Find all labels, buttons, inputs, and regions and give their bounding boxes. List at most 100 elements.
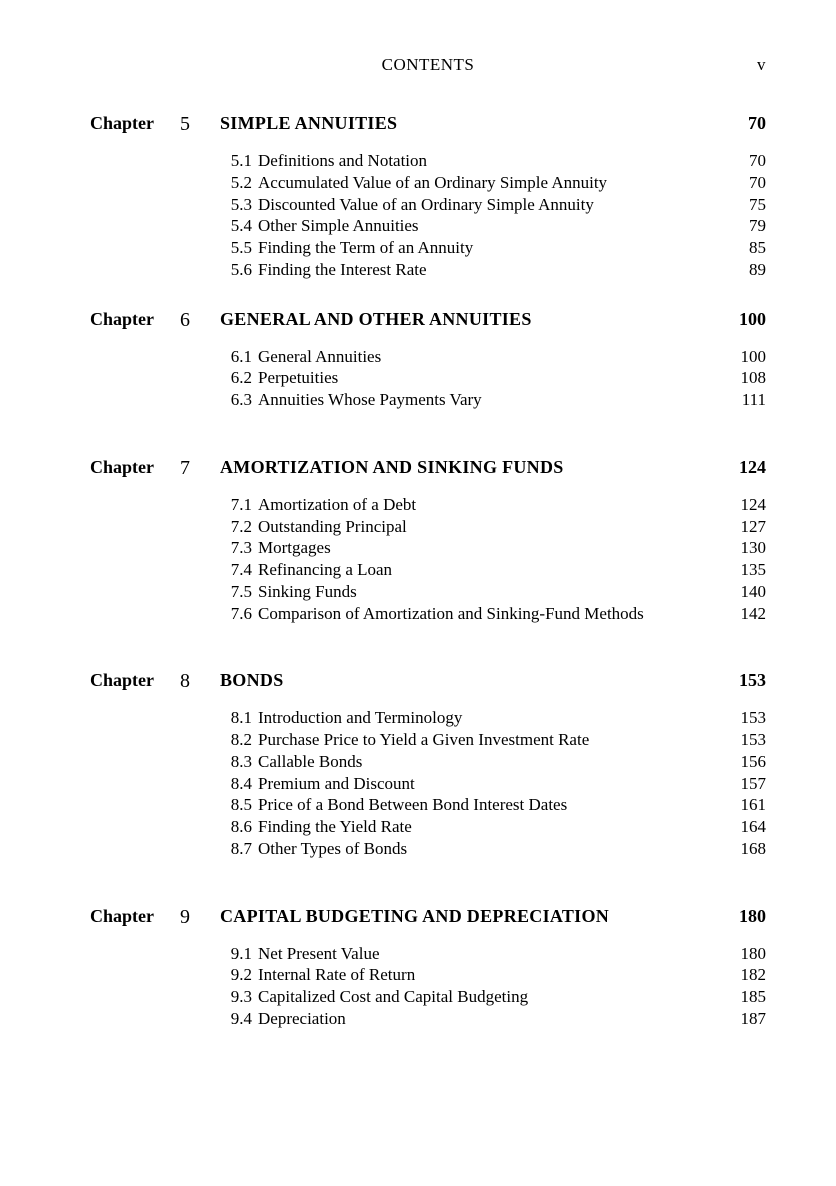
- section-title: Finding the Term of an Annuity: [258, 237, 716, 259]
- section-number: 9.3: [220, 986, 258, 1008]
- section-row: 8.1Introduction and Terminology153: [220, 707, 766, 729]
- section-page: 130: [716, 537, 766, 559]
- sections-list: 6.1General Annuities1006.2Perpetuities10…: [220, 346, 766, 411]
- chapter-page: 153: [716, 670, 766, 691]
- section-title: General Annuities: [258, 346, 716, 368]
- section-title: Callable Bonds: [258, 751, 716, 773]
- chapter-page: 180: [716, 906, 766, 927]
- chapter-row: Chapter9CAPITAL BUDGETING AND DEPRECIATI…: [90, 906, 766, 929]
- section-title: Perpetuities: [258, 367, 716, 389]
- chapter-label: Chapter: [90, 670, 180, 691]
- spacer: [90, 888, 766, 906]
- section-title: Price of a Bond Between Bond Interest Da…: [258, 794, 716, 816]
- section-row: 5.1Definitions and Notation70: [220, 150, 766, 172]
- section-page: 153: [716, 729, 766, 751]
- section-page: 70: [716, 172, 766, 194]
- contents-page: CONTENTS v Chapter5SIMPLE ANNUITIES70 5.1…: [0, 0, 836, 1098]
- section-number: 6.2: [220, 367, 258, 389]
- sections-list: 5.1Definitions and Notation705.2Accumula…: [220, 150, 766, 281]
- section-number: 8.7: [220, 838, 258, 860]
- section-number: 5.6: [220, 259, 258, 281]
- section-row: 9.1Net Present Value180: [220, 943, 766, 965]
- chapter-page: 124: [716, 457, 766, 478]
- section-page: 111: [716, 389, 766, 411]
- section-title: Discounted Value of an Ordinary Simple A…: [258, 194, 716, 216]
- section-row: 7.1Amortization of a Debt124: [220, 494, 766, 516]
- section-row: 7.4Refinancing a Loan135: [220, 559, 766, 581]
- section-number: 7.1: [220, 494, 258, 516]
- section-number: 8.3: [220, 751, 258, 773]
- chapter-page: 70: [716, 113, 766, 134]
- section-title: Net Present Value: [258, 943, 716, 965]
- section-title: Finding the Interest Rate: [258, 259, 716, 281]
- section-title: Sinking Funds: [258, 581, 716, 603]
- chapter-number: 8: [180, 670, 220, 693]
- section-row: 5.2Accumulated Value of an Ordinary Simp…: [220, 172, 766, 194]
- section-row: 8.2Purchase Price to Yield a Given Inves…: [220, 729, 766, 751]
- section-number: 8.4: [220, 773, 258, 795]
- section-number: 8.2: [220, 729, 258, 751]
- section-row: 9.3Capitalized Cost and Capital Budgetin…: [220, 986, 766, 1008]
- section-page: 124: [716, 494, 766, 516]
- chapter-label: Chapter: [90, 457, 180, 478]
- section-page: 168: [716, 838, 766, 860]
- section-row: 8.4Premium and Discount157: [220, 773, 766, 795]
- section-page: 89: [716, 259, 766, 281]
- section-number: 7.5: [220, 581, 258, 603]
- section-number: 8.1: [220, 707, 258, 729]
- section-page: 108: [716, 367, 766, 389]
- sections-list: 8.1Introduction and Terminology1538.2Pur…: [220, 707, 766, 859]
- chapter-title: SIMPLE ANNUITIES: [220, 113, 716, 134]
- section-number: 9.2: [220, 964, 258, 986]
- section-row: 7.2Outstanding Principal127: [220, 516, 766, 538]
- chapter-page: 100: [716, 309, 766, 330]
- section-number: 7.6: [220, 603, 258, 625]
- section-page: 142: [716, 603, 766, 625]
- section-title: Refinancing a Loan: [258, 559, 716, 581]
- spacer: [90, 439, 766, 457]
- section-number: 9.1: [220, 943, 258, 965]
- section-number: 5.5: [220, 237, 258, 259]
- chapter-number: 6: [180, 309, 220, 332]
- section-row: 6.1General Annuities100: [220, 346, 766, 368]
- section-title: Mortgages: [258, 537, 716, 559]
- section-title: Introduction and Terminology: [258, 707, 716, 729]
- section-title: Definitions and Notation: [258, 150, 716, 172]
- spacer: [90, 652, 766, 670]
- section-number: 5.1: [220, 150, 258, 172]
- chapter-row: Chapter8BONDS153: [90, 670, 766, 693]
- section-row: 5.6Finding the Interest Rate89: [220, 259, 766, 281]
- chapter-label: Chapter: [90, 906, 180, 927]
- chapter-title: CAPITAL BUDGETING AND DEPRECIATION: [220, 906, 716, 927]
- section-title: Other Simple Annuities: [258, 215, 716, 237]
- section-number: 6.3: [220, 389, 258, 411]
- section-title: Finding the Yield Rate: [258, 816, 716, 838]
- chapter-label: Chapter: [90, 309, 180, 330]
- section-page: 157: [716, 773, 766, 795]
- section-page: 85: [716, 237, 766, 259]
- section-number: 5.3: [220, 194, 258, 216]
- section-page: 185: [716, 986, 766, 1008]
- section-row: 5.3Discounted Value of an Ordinary Simpl…: [220, 194, 766, 216]
- section-title: Purchase Price to Yield a Given Investme…: [258, 729, 716, 751]
- section-number: 7.4: [220, 559, 258, 581]
- section-row: 6.3Annuities Whose Payments Vary111: [220, 389, 766, 411]
- header-page-marker: v: [757, 55, 766, 75]
- chapter-number: 9: [180, 906, 220, 929]
- section-page: 164: [716, 816, 766, 838]
- chapter-title: AMORTIZATION AND SINKING FUNDS: [220, 457, 716, 478]
- chapter-row: Chapter5SIMPLE ANNUITIES70: [90, 113, 766, 136]
- section-row: 5.5Finding the Term of an Annuity85: [220, 237, 766, 259]
- section-title: Outstanding Principal: [258, 516, 716, 538]
- section-title: Other Types of Bonds: [258, 838, 716, 860]
- section-row: 8.7Other Types of Bonds168: [220, 838, 766, 860]
- section-page: 100: [716, 346, 766, 368]
- section-page: 140: [716, 581, 766, 603]
- section-title: Comparison of Amortization and Sinking-F…: [258, 603, 716, 625]
- header-title: CONTENTS: [382, 55, 475, 74]
- section-title: Premium and Discount: [258, 773, 716, 795]
- section-number: 5.2: [220, 172, 258, 194]
- section-row: 9.4Depreciation187: [220, 1008, 766, 1030]
- section-title: Accumulated Value of an Ordinary Simple …: [258, 172, 716, 194]
- section-number: 7.3: [220, 537, 258, 559]
